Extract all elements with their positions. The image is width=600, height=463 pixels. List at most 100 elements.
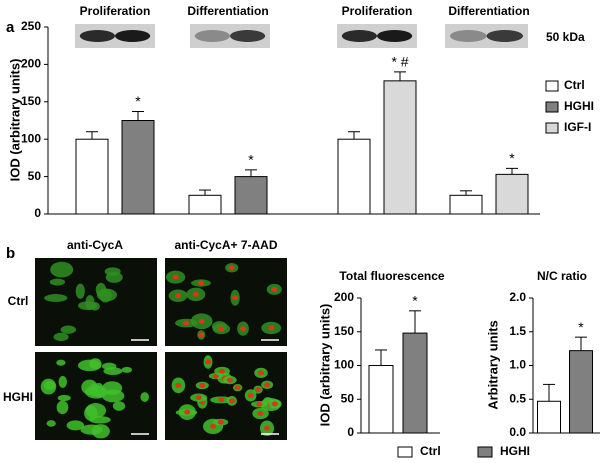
legend-label: HGHI	[500, 444, 530, 458]
nucleus	[198, 332, 205, 338]
cell	[44, 294, 68, 302]
nucleus	[218, 397, 225, 403]
chart-title: N/C ratio	[537, 269, 587, 283]
bar	[449, 194, 483, 215]
cell	[78, 301, 97, 311]
cell	[140, 392, 149, 402]
nucleus	[268, 325, 275, 331]
bar	[188, 194, 222, 215]
y-axis-label: Arbitrary units	[485, 320, 500, 410]
y-tick-label: 50	[341, 391, 355, 405]
error-bar	[506, 167, 518, 175]
legend-swatch	[477, 446, 493, 458]
error-bar	[394, 71, 406, 81]
y-tick-label: 1.5	[509, 324, 526, 338]
y-axis-label: IOD (arbitrary units)	[317, 304, 332, 427]
micrograph-header: anti-CycA+ 7-AAD	[174, 238, 277, 252]
category-label: Proliferation	[342, 4, 413, 18]
blot-band	[486, 30, 524, 42]
chart-title: Total fluorescence	[339, 269, 444, 283]
cell	[58, 375, 67, 388]
y-tick-label: 0	[34, 206, 41, 220]
nucleus	[234, 385, 241, 391]
bar	[121, 120, 155, 215]
error-bar	[575, 336, 587, 351]
legend-label: HGHI	[564, 99, 594, 113]
bar	[368, 365, 394, 434]
nucleus	[271, 401, 278, 407]
y-tick-label: 50	[28, 169, 42, 183]
cell	[85, 385, 108, 399]
nucleus	[205, 359, 212, 365]
nucleus	[199, 382, 206, 388]
nucleus	[192, 291, 199, 297]
nucleus	[195, 395, 202, 401]
cell	[105, 271, 123, 283]
error-bar	[375, 349, 387, 366]
error-bar	[245, 169, 257, 177]
nucleus	[257, 411, 264, 417]
legend-swatch	[545, 122, 559, 134]
y-tick-label: 2.0	[509, 290, 526, 304]
bar	[337, 138, 371, 215]
bar	[537, 400, 561, 434]
nucleus	[239, 326, 246, 332]
cell	[60, 325, 77, 334]
nucleus	[264, 425, 271, 431]
error-bar	[199, 189, 211, 196]
error-bar	[543, 383, 555, 402]
nucleus	[183, 320, 190, 326]
blot-band	[230, 30, 266, 42]
nucleus	[255, 387, 262, 393]
error-bar	[348, 131, 360, 140]
panel-label: a	[6, 19, 15, 36]
y-tick-label: 150	[334, 324, 354, 338]
y-tick-label: 1.0	[509, 358, 526, 372]
cell	[66, 420, 85, 431]
y-tick-label: 250	[21, 19, 41, 33]
cell	[96, 288, 117, 302]
cell	[85, 403, 107, 419]
nucleus	[197, 280, 204, 286]
category-label: Differentiation	[187, 4, 268, 18]
nucleus	[228, 398, 235, 404]
nucleus	[258, 370, 265, 376]
y-tick-label: 200	[21, 57, 41, 71]
category-label: Differentiation	[448, 4, 529, 18]
cell	[103, 367, 123, 375]
significance-marker: * #	[391, 54, 408, 70]
nucleus	[271, 286, 278, 292]
nucleus	[210, 423, 217, 429]
nucleus	[175, 293, 182, 299]
blot-band	[79, 30, 115, 42]
micrograph-row-label: HGHI	[3, 390, 33, 404]
category-label: Proliferation	[80, 4, 151, 18]
cell	[57, 394, 71, 402]
cell	[75, 283, 85, 299]
bar	[402, 332, 428, 434]
cell	[121, 366, 133, 373]
significance-marker: *	[578, 319, 584, 335]
blot-band	[449, 30, 487, 42]
blot-band	[115, 30, 151, 42]
y-tick-label: 200	[334, 290, 354, 304]
y-tick-label: 0.0	[509, 425, 526, 439]
y-tick-label: 100	[334, 358, 354, 372]
nucleus	[256, 401, 263, 407]
nucleus	[228, 265, 235, 271]
significance-marker: *	[248, 152, 254, 168]
cell	[53, 332, 69, 342]
nucleus	[217, 419, 224, 425]
nucleus	[226, 377, 233, 383]
y-tick-label: 0	[347, 425, 354, 439]
blot-band	[194, 30, 230, 42]
error-bar	[86, 131, 98, 140]
blot-marker: 50 kDa	[546, 30, 585, 44]
nucleus	[175, 382, 182, 388]
legend-label: Ctrl	[564, 78, 585, 92]
blot-band	[341, 30, 377, 42]
cell	[56, 400, 69, 415]
cell	[91, 424, 110, 439]
nucleus	[219, 368, 226, 374]
